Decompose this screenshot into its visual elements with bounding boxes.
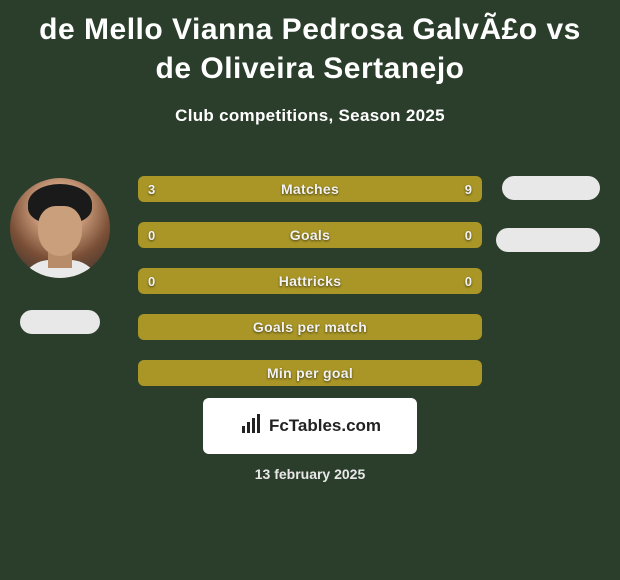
stat-label: Goals per match [253,319,367,335]
stat-row-goals: 0 Goals 0 [138,222,482,248]
stat-right-value: 0 [465,222,472,248]
stat-label: Matches [281,181,339,197]
stat-label: Min per goal [267,365,353,381]
player-right-pill-2 [496,228,600,252]
fctables-logo-text: FcTables.com [269,416,381,436]
stat-left-value: 0 [148,268,155,294]
player-left-name-pill [20,310,100,334]
footer-date: 13 february 2025 [0,466,620,482]
stat-label: Goals [290,227,330,243]
comparison-subtitle: Club competitions, Season 2025 [0,106,620,126]
comparison-title: de Mello Vianna Pedrosa GalvÃ£o vs de Ol… [0,0,620,88]
stat-row-min-per-goal: Min per goal [138,360,482,386]
player-right-pill-1 [502,176,600,200]
bar-chart-icon [239,412,263,441]
player-left-avatar [10,178,110,278]
stat-left-value: 0 [148,222,155,248]
stat-label: Hattricks [279,273,342,289]
stat-right-value: 0 [465,268,472,294]
stat-bars: 3 Matches 9 0 Goals 0 0 Hattricks 0 Goal… [138,176,482,406]
stat-left-value: 3 [148,176,155,202]
stat-row-hattricks: 0 Hattricks 0 [138,268,482,294]
fctables-logo-box: FcTables.com [203,398,417,454]
stat-row-matches: 3 Matches 9 [138,176,482,202]
stat-right-value: 9 [465,176,472,202]
stat-row-goals-per-match: Goals per match [138,314,482,340]
